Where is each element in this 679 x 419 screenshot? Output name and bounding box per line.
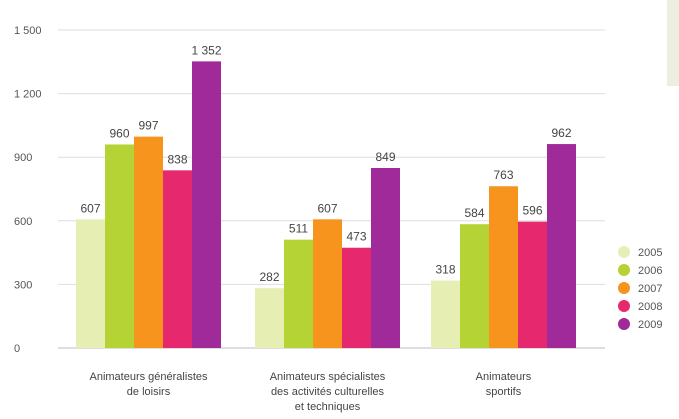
y-tick-label: 1 200 [14, 89, 42, 101]
category-label: des activités culturelles [271, 386, 385, 398]
legend-label: 2005 [638, 247, 662, 259]
bar-2009-2 [371, 168, 400, 348]
legend-swatch-2008 [618, 300, 630, 312]
legend-label: 2006 [638, 265, 662, 277]
legend-label: 2008 [638, 301, 662, 313]
bar-2007-1 [134, 136, 163, 348]
category-label: sportifs [486, 386, 522, 398]
data-label: 1 352 [191, 43, 221, 57]
legend-swatch-2009 [618, 318, 630, 330]
category-label: et techniques [295, 401, 361, 413]
bar-2005-3 [431, 280, 460, 348]
legend-label: 2009 [638, 319, 662, 331]
legend-swatch-2005 [618, 246, 630, 258]
data-label: 282 [259, 270, 279, 284]
legend-swatch-2006 [618, 264, 630, 276]
bar-2008-2 [342, 247, 371, 348]
bar-2007-2 [313, 219, 342, 348]
bar-2006-3 [460, 224, 489, 348]
category-label: Animateurs [476, 371, 532, 383]
category-label: Animateurs spécialistes [270, 371, 386, 383]
bar-2007-3 [489, 186, 518, 348]
legend-swatch-2007 [618, 282, 630, 294]
data-label: 511 [289, 222, 308, 236]
y-tick-label: 300 [14, 279, 32, 291]
bar-2009-1 [192, 61, 221, 348]
bar-2009-3 [547, 144, 576, 348]
data-label: 584 [464, 206, 484, 220]
bar-2006-2 [284, 239, 313, 348]
data-label: 473 [346, 230, 366, 244]
data-label: 318 [435, 263, 455, 277]
data-label: 960 [109, 126, 129, 140]
bar-2008-1 [163, 170, 192, 348]
decorative-panel-edge [667, 0, 679, 86]
data-label: 997 [138, 119, 158, 133]
bar-2005-2 [255, 288, 284, 348]
legend-label: 2007 [638, 283, 662, 295]
bar-2006-1 [105, 144, 134, 348]
data-label: 849 [375, 150, 395, 164]
category-label: de loisirs [127, 386, 171, 398]
y-tick-label: 600 [14, 216, 32, 228]
bar-2005-1 [76, 219, 105, 348]
data-label: 596 [522, 204, 542, 218]
y-tick-label: 1 500 [14, 25, 42, 37]
data-label: 838 [167, 152, 187, 166]
data-label: 763 [493, 168, 513, 182]
data-label: 607 [317, 201, 337, 215]
category-label: Animateurs généralistes [89, 371, 208, 383]
data-label: 607 [80, 201, 100, 215]
bar-2008-3 [518, 221, 547, 348]
y-tick-label: 0 [14, 343, 20, 355]
data-label: 962 [551, 126, 571, 140]
y-tick-label: 900 [14, 152, 32, 164]
